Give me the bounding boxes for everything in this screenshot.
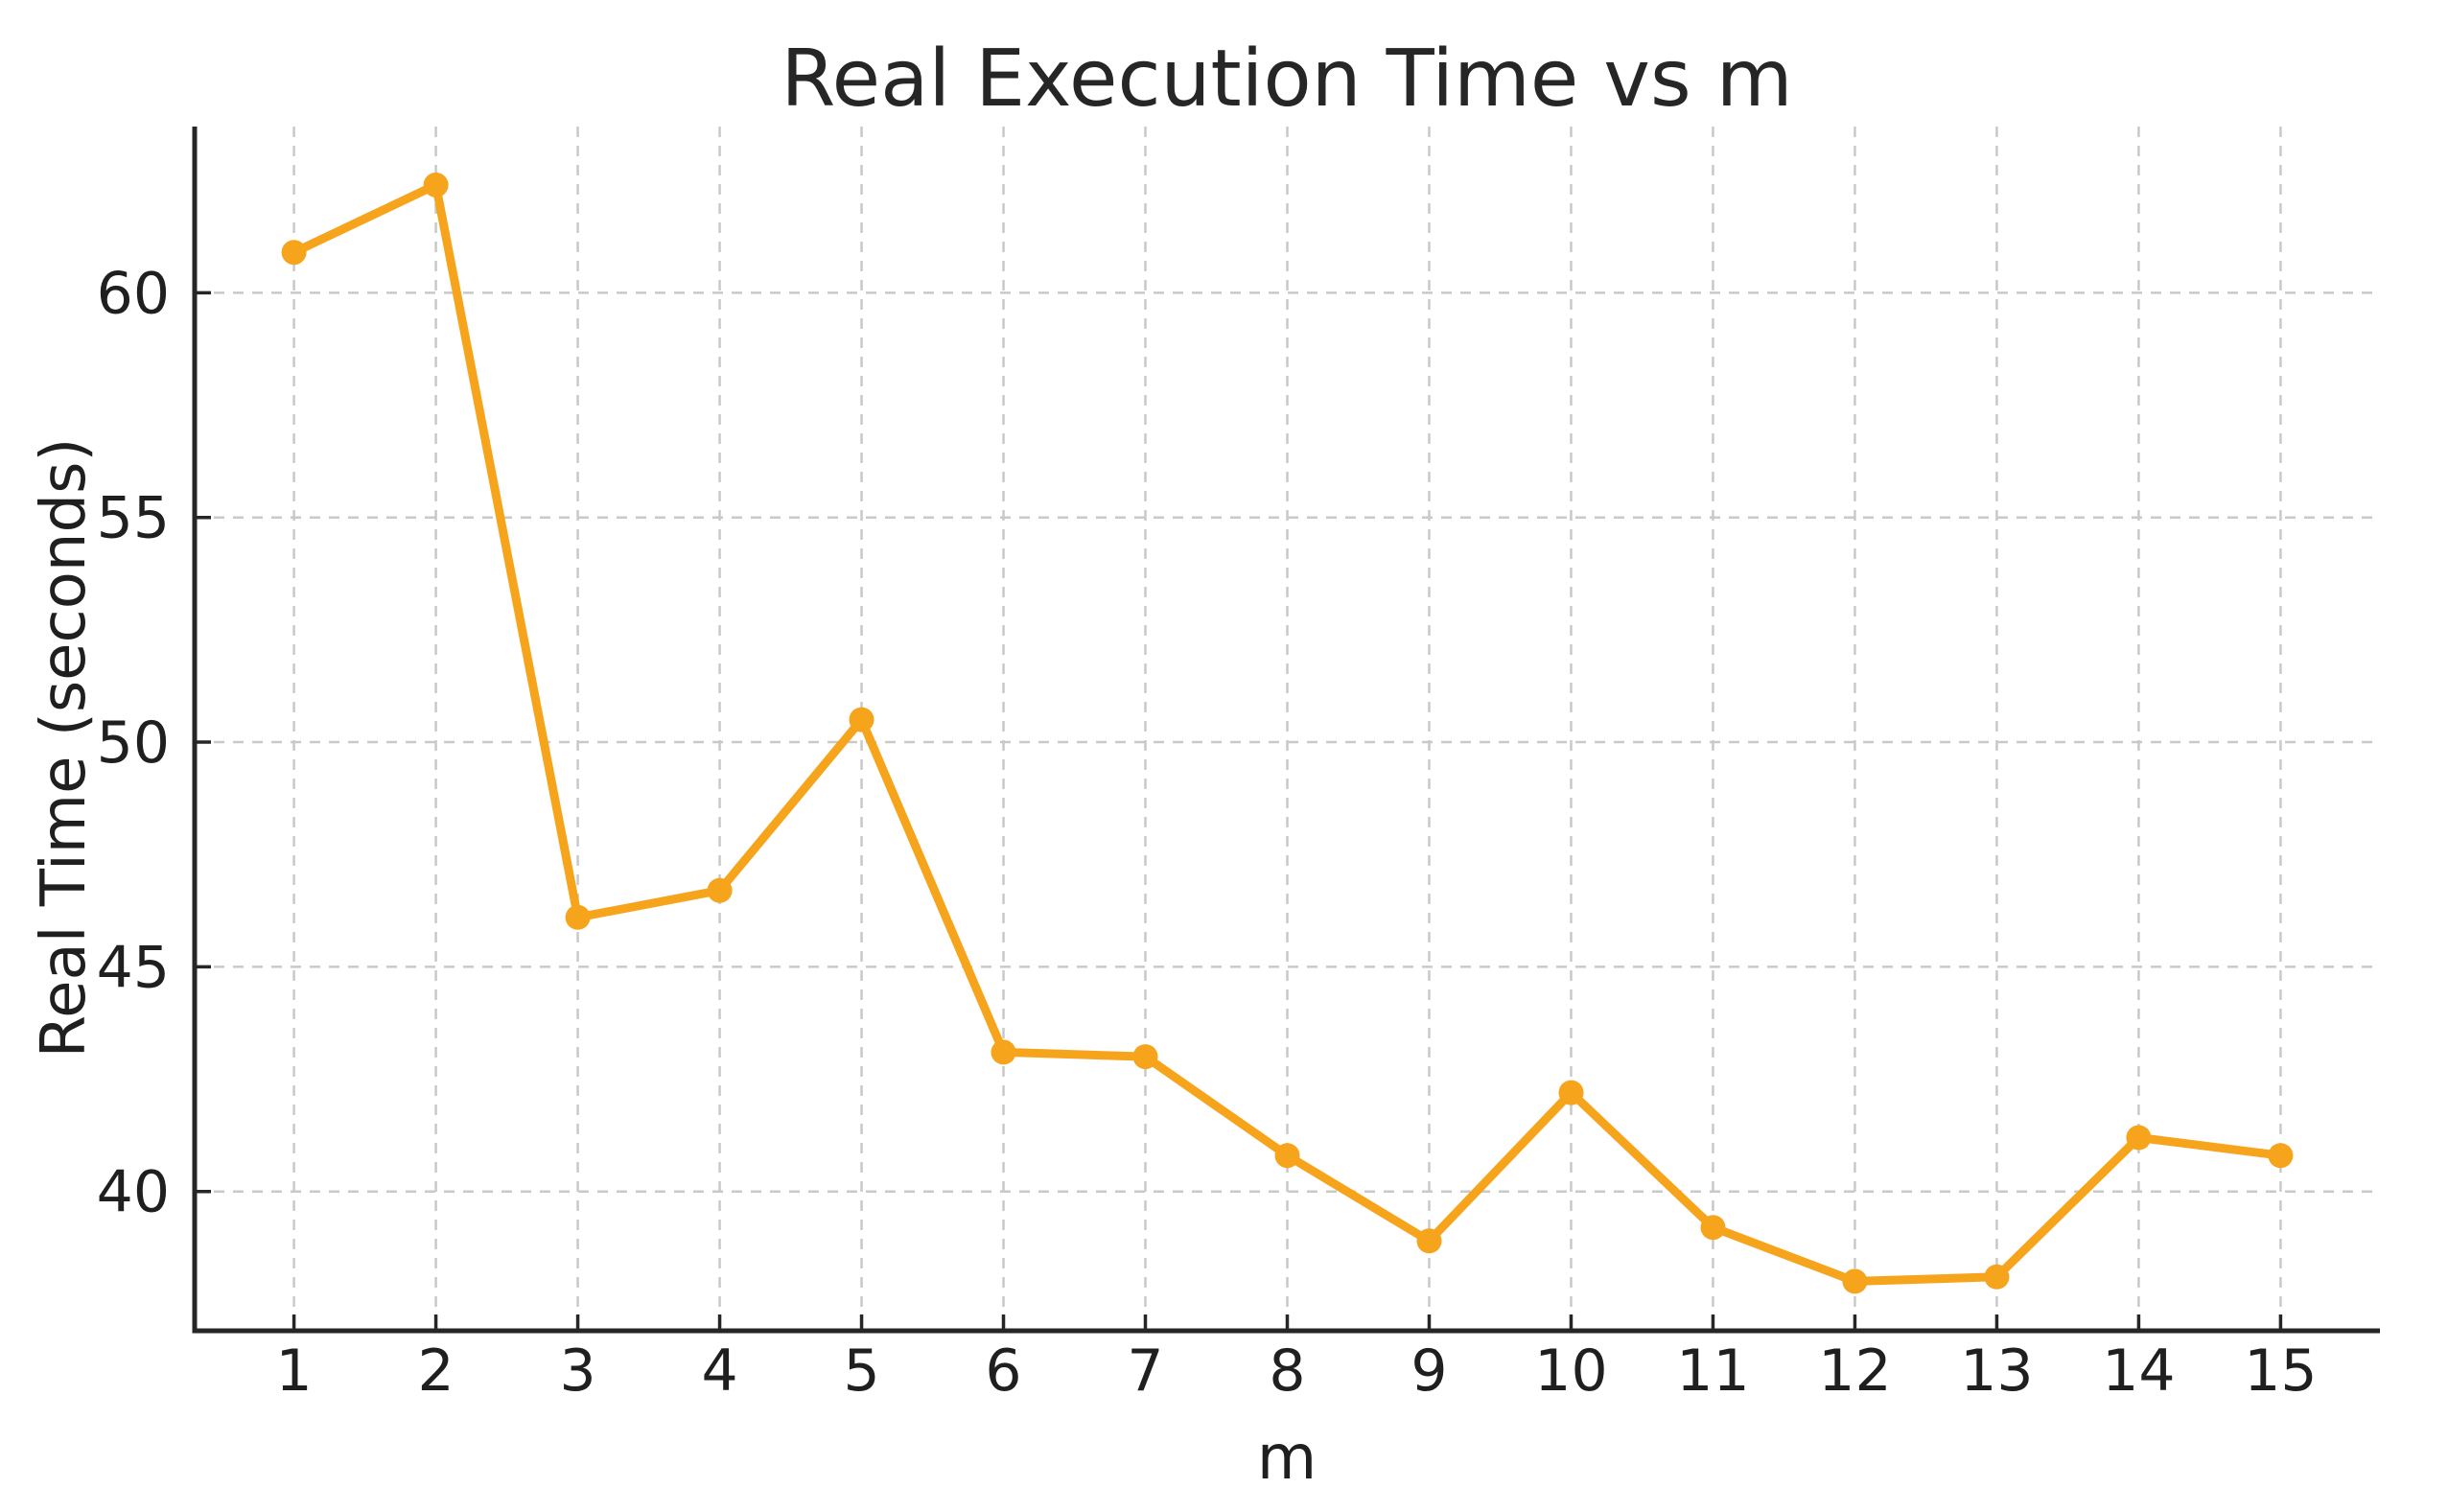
x-tick-label: 9: [1411, 1338, 1447, 1405]
data-point-marker: [2126, 1125, 2152, 1151]
y-tick-label: 50: [97, 709, 170, 777]
data-point-marker: [707, 877, 733, 903]
x-tick-label: 7: [1127, 1338, 1163, 1405]
chart-title: Real Execution Time vs m: [781, 34, 1792, 125]
data-point-marker: [281, 240, 307, 266]
x-tick-label: 14: [2102, 1338, 2175, 1405]
data-series: [281, 172, 2294, 1294]
tick-marks: [195, 291, 2283, 1331]
data-point-marker: [1274, 1143, 1300, 1169]
x-tick-label: 10: [1534, 1338, 1607, 1405]
x-tick-label: 6: [985, 1338, 1021, 1405]
data-point-marker: [2268, 1143, 2294, 1169]
data-point-marker: [1416, 1228, 1442, 1254]
x-tick-label: 3: [559, 1338, 595, 1405]
y-tick-label: 40: [97, 1159, 170, 1226]
data-point-marker: [423, 172, 449, 198]
data-point-marker: [565, 904, 591, 930]
y-axis-label: Real Time (seconds): [29, 438, 100, 1058]
data-point-marker: [1132, 1044, 1158, 1070]
y-tick-label: 60: [97, 260, 170, 327]
y-tick-label: 45: [97, 934, 170, 1001]
x-axis-label: m: [1257, 1423, 1317, 1494]
x-tick-label: 4: [701, 1338, 737, 1405]
x-tick-label: 15: [2244, 1338, 2317, 1405]
x-tick-label: 8: [1269, 1338, 1305, 1405]
data-point-marker: [991, 1039, 1016, 1065]
data-point-marker: [1558, 1080, 1584, 1105]
data-point-marker: [1700, 1215, 1726, 1241]
x-tick-label: 2: [417, 1338, 454, 1405]
y-tick-label: 55: [97, 485, 170, 552]
x-tick-label: 1: [275, 1338, 312, 1405]
data-point-marker: [1984, 1264, 2010, 1290]
data-line: [290, 180, 2285, 1286]
data-point-marker: [1842, 1268, 1868, 1294]
x-tick-label: 12: [1818, 1338, 1891, 1405]
x-tick-label: 13: [1960, 1338, 2033, 1405]
x-tick-label: 11: [1676, 1338, 1749, 1405]
data-point-marker: [849, 707, 874, 733]
x-tick-label: 5: [843, 1338, 879, 1405]
